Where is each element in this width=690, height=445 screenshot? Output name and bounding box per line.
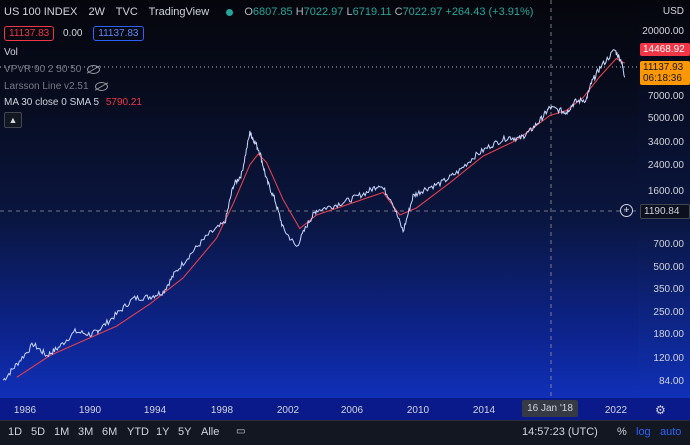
price-chart[interactable] xyxy=(0,0,638,398)
buy-price-button[interactable]: 11137.83 xyxy=(93,26,144,41)
open-value: 6807.85 xyxy=(252,6,293,18)
crosshair-time-label: 16 Jan '18 xyxy=(522,400,578,417)
price-tick: 350.00 xyxy=(653,284,684,295)
low-value: 6719.11 xyxy=(352,6,392,18)
date-range-icon[interactable]: ▭ xyxy=(236,426,246,437)
price-tick: 250.00 xyxy=(653,307,684,318)
ohlc-values: O6807.85 H7022.97 L6719.11 C7022.97 +264… xyxy=(244,6,534,18)
log-toggle[interactable]: log xyxy=(636,426,651,438)
indicator-ma-label: MA 30 close 0 SMA 5 xyxy=(4,97,100,108)
price-tick: 700.00 xyxy=(653,239,684,250)
indicator-larsson-label: Larsson Line v2.51 xyxy=(4,81,89,92)
high-value: 7022.97 xyxy=(303,6,344,18)
sell-price-button[interactable]: 11137.83 xyxy=(4,26,55,41)
percent-toggle[interactable]: % xyxy=(617,426,627,438)
price-tick: 500.00 xyxy=(653,262,684,273)
symbol-name[interactable]: US 100 INDEX xyxy=(4,6,78,18)
range-6m-button[interactable]: 6M xyxy=(102,426,118,438)
price-tick: 5000.00 xyxy=(647,113,684,124)
price-tick: 84.00 xyxy=(658,376,684,387)
time-tick: 2022 xyxy=(604,405,628,416)
crosshair-price-label: 1190.84 xyxy=(640,204,690,219)
time-axis[interactable] xyxy=(0,398,690,420)
close-value: 7022.97 xyxy=(402,6,443,18)
time-tick: 1998 xyxy=(210,405,234,416)
chevron-up-icon[interactable]: ▲ xyxy=(4,112,22,128)
current-price-value: 11137.93 xyxy=(643,62,684,73)
range-all-button[interactable]: Alle xyxy=(201,426,220,438)
indicator-vpvr-label: VPVR 90 2 50 50 xyxy=(4,64,82,75)
chart-header: US 100 INDEX 2W TVC TradingView O6807.85… xyxy=(4,6,541,18)
indicator-vol-label: Vol xyxy=(4,47,18,58)
chart-area[interactable] xyxy=(0,0,638,398)
spread-value: 0.00 xyxy=(63,28,83,39)
interval[interactable]: 2W xyxy=(88,6,105,18)
bottom-toolbar xyxy=(0,420,690,445)
time-tick: 1994 xyxy=(143,405,167,416)
price-tick: 20000.00 xyxy=(642,26,684,37)
price-tick: 120.00 xyxy=(653,353,684,364)
price-tick: 2400.00 xyxy=(647,160,684,171)
exchange: TVC xyxy=(115,6,138,18)
auto-toggle[interactable]: auto xyxy=(660,426,682,438)
price-tick: 7000.00 xyxy=(647,91,684,102)
time-tick: 1986 xyxy=(13,405,37,416)
bid-ask-row: 11137.83 0.00 11137.83 xyxy=(4,26,150,41)
range-1y-button[interactable]: 1Y xyxy=(156,426,170,438)
range-3m-button[interactable]: 3M xyxy=(78,426,94,438)
time-tick: 2006 xyxy=(340,405,364,416)
indicator-ma-value: 5790.21 xyxy=(105,97,142,108)
currency-label[interactable]: USD xyxy=(662,6,684,17)
current-price-label: 11137.93 06:18:36 xyxy=(640,61,690,85)
indicator-vol[interactable]: Vol xyxy=(4,47,18,58)
hidden-eye-icon[interactable] xyxy=(87,64,101,74)
plus-icon[interactable]: + xyxy=(620,204,633,217)
utc-clock[interactable]: 14:57:23 (UTC) xyxy=(522,426,598,438)
range-1m-button[interactable]: 1M xyxy=(54,426,70,438)
provider: TradingView xyxy=(148,6,210,18)
range-1d-button[interactable]: 1D xyxy=(8,426,23,438)
time-tick: 1990 xyxy=(78,405,102,416)
price-line xyxy=(2,49,626,381)
market-status-icon xyxy=(226,8,234,16)
countdown: 06:18:36 xyxy=(643,73,682,84)
range-ytd-button[interactable]: YTD xyxy=(127,426,149,438)
price-tick: 1600.00 xyxy=(647,186,684,197)
gear-icon[interactable]: ⚙ xyxy=(655,403,666,417)
indicator-larsson[interactable]: Larsson Line v2.51 xyxy=(4,81,108,92)
change-value: +264.43 (+3.91%) xyxy=(445,6,534,18)
time-tick: 2014 xyxy=(472,405,496,416)
last-price-label: 14468.92 xyxy=(640,43,690,56)
time-tick: 2010 xyxy=(406,405,430,416)
range-5d-button[interactable]: 5D xyxy=(31,426,46,438)
indicator-vpvr[interactable]: VPVR 90 2 50 50 xyxy=(4,64,101,75)
indicator-ma[interactable]: MA 30 close 0 SMA 5 5790.21 xyxy=(4,97,142,108)
hidden-eye-icon[interactable] xyxy=(94,81,108,91)
price-tick: 180.00 xyxy=(653,329,684,340)
time-tick: 2002 xyxy=(276,405,300,416)
range-5y-button[interactable]: 5Y xyxy=(178,426,192,438)
price-tick: 3400.00 xyxy=(647,137,684,148)
